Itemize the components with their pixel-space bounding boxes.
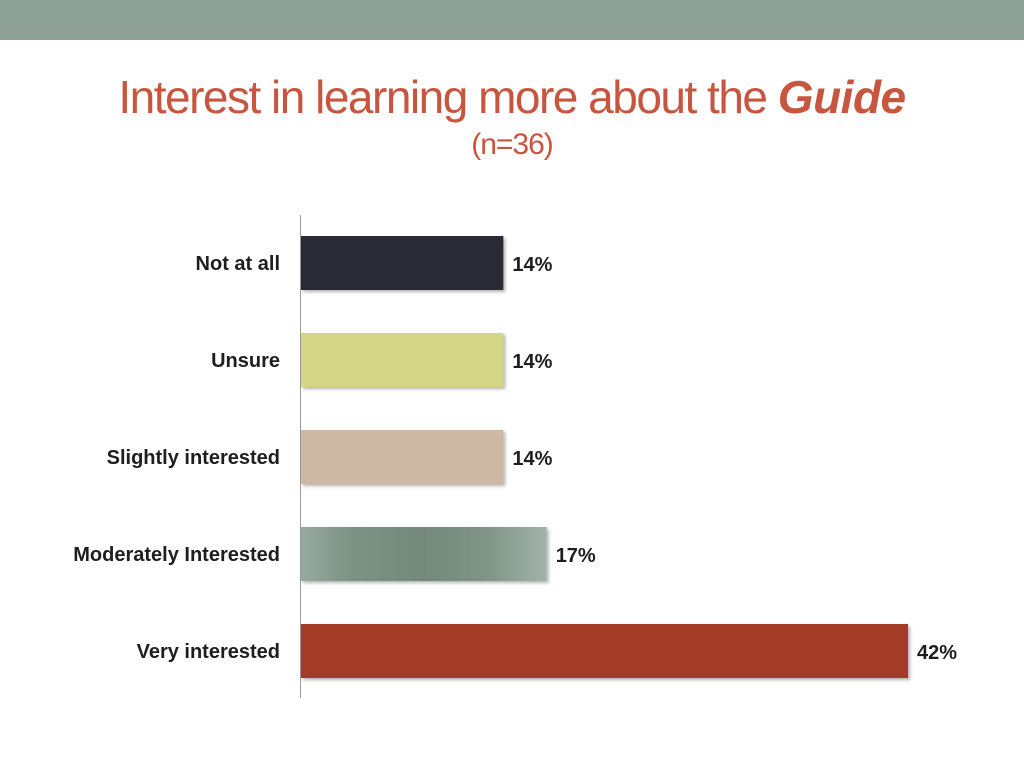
chart-title: Interest in learning more about the Guid… [0,70,1024,124]
category-label: Very interested [137,641,280,663]
title-text: Interest in learning more about the [118,71,768,123]
category-label: Not at all [196,253,280,275]
category-label: Moderately Interested [73,544,280,566]
value-label: 14% [512,254,552,276]
chart-subtitle: (n=36) [471,128,554,161]
category-label: Unsure [211,350,280,372]
bar-not-at-all [301,236,504,290]
value-label: 17% [556,545,596,567]
value-label: 42% [917,642,957,664]
bars-group: Not at all 14% Unsure 14% Slightly intereste… [73,236,957,678]
value-label: 14% [512,351,552,373]
title-emphasis: Guide [777,71,906,123]
bar-very-interested [301,624,908,678]
bar-unsure [301,333,504,387]
top-band [0,0,1024,40]
bar-moderately-interested [301,527,547,581]
category-label: Slightly interested [107,447,280,469]
value-label: 14% [512,448,552,470]
bar-slightly-interested [301,430,504,484]
